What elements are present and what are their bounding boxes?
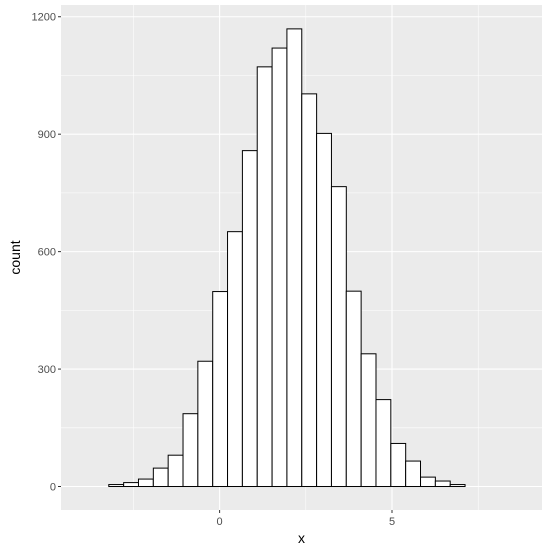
- histogram-bar: [330, 186, 347, 488]
- histogram-bar: [123, 482, 139, 488]
- axes: 0 5 0 300 600 900 1200: [32, 12, 396, 528]
- histogram-bar: [449, 484, 466, 488]
- histogram-bar: [271, 47, 288, 488]
- histogram-bar: [152, 467, 169, 488]
- histogram-bar: [137, 478, 154, 488]
- histogram-bar: [390, 442, 407, 488]
- histogram-bar: [256, 66, 273, 488]
- histogram-bar: [286, 28, 303, 488]
- x-tick-label: 0: [217, 516, 223, 528]
- histogram-bar: [375, 399, 392, 488]
- y-tick-label: 600: [38, 247, 56, 259]
- y-tick-label: 300: [38, 364, 56, 376]
- histogram-bar: [360, 353, 377, 488]
- histogram-bar: [345, 290, 362, 488]
- histogram-bar: [167, 454, 184, 488]
- y-tick-label: 900: [38, 129, 56, 141]
- histogram-bar: [434, 480, 451, 488]
- histogram-bar: [316, 132, 332, 488]
- y-tick-label: 1200: [32, 12, 56, 24]
- histogram-bar: [212, 291, 229, 488]
- x-tick-label: 5: [389, 516, 395, 528]
- histogram-bar: [301, 93, 318, 488]
- x-axis-title: x: [298, 530, 305, 546]
- histogram-bar: [405, 460, 422, 488]
- histogram-bar: [197, 360, 214, 488]
- histogram-bars: [108, 28, 466, 488]
- histogram-bar: [227, 231, 243, 488]
- histogram-bar: [241, 150, 258, 488]
- y-tick-label: 0: [50, 482, 56, 494]
- histogram-bar: [182, 413, 199, 488]
- y-axis-title: count: [7, 240, 23, 274]
- histogram-bar: [420, 476, 436, 488]
- histogram-bar: [108, 484, 125, 488]
